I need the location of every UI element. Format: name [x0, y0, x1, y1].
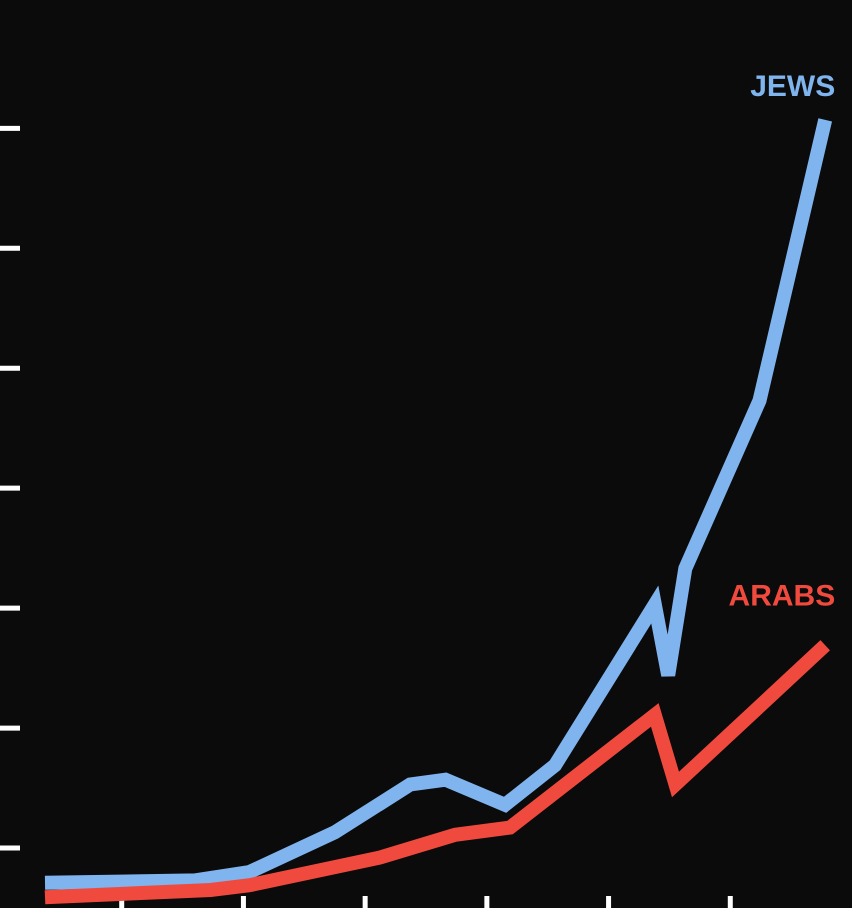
series-label: JEWS [750, 70, 835, 103]
line [44, 640, 830, 905]
line [44, 118, 833, 890]
series-label: ARABS [729, 579, 836, 612]
